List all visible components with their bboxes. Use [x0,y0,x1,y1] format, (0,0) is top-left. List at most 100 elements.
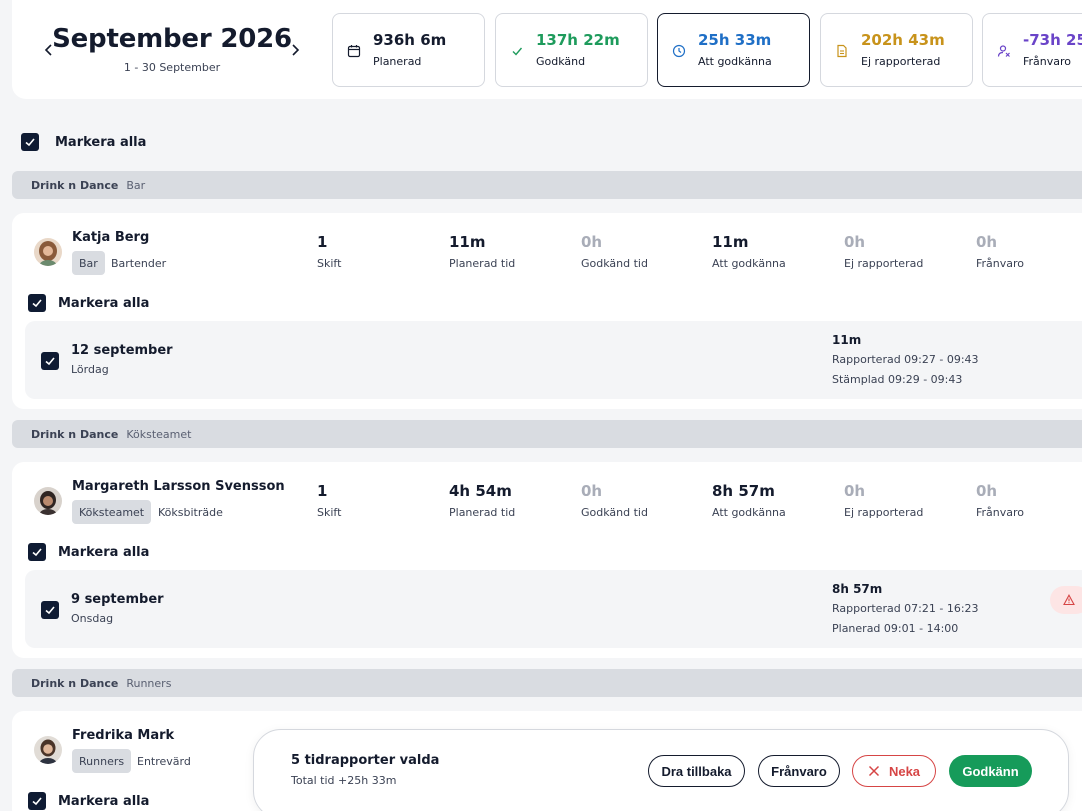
employee-role: Entrevärd [137,755,191,768]
employee-select-all-checkbox[interactable] [28,792,46,810]
stat-label: Att godkänna [698,55,772,68]
stat-label: Ej rapporterad [861,55,941,68]
absence-button[interactable]: Frånvaro [758,755,840,787]
metric-franvaro: 0h Frånvaro [976,233,1025,270]
month-title: September 2026 [52,24,292,54]
employee-name: Katja Berg [72,230,150,245]
stat-label: Planerad [373,55,422,68]
metric-planerad-tid: 11m Planerad tid [449,233,516,270]
employee-select-all[interactable]: Markera alla [28,293,149,313]
employee-role: Köksbiträde [158,506,223,519]
day-weekday: Onsdag [71,612,114,625]
stat-card-att-godkanna[interactable]: 25h 33m Att godkänna [657,13,810,87]
user-absent-icon [997,43,1011,57]
stat-card-planerad[interactable]: 936h 6m Planerad [332,13,485,87]
team-badge: Köksteamet [72,500,152,524]
check-icon [32,299,42,308]
timesheet-day-row[interactable]: 9 september Onsdag 8h 57m Rapporterad 07… [25,570,1082,648]
team-badge: Runners [72,749,132,773]
group-org: Drink n Dance [31,427,119,441]
stat-label: Godkänd [536,55,586,68]
employee-role: Bartender [111,257,167,270]
employee-card-margareth-larsson-svensson: Margareth Larsson Svensson Köksteamet Kö… [12,462,1082,658]
stat-value: 137h 22m [536,31,620,49]
employee-select-all-checkbox[interactable] [28,294,46,312]
stat-value: -73h 25 [1023,31,1082,49]
check-icon [32,548,42,557]
day-date: 9 september [71,592,164,607]
warning-button[interactable] [1050,586,1082,614]
day-weekday: Lördag [71,363,109,376]
timesheet-day-row[interactable]: 12 september Lördag 11m Rapporterad 09:2… [25,321,1082,399]
chevron-right-icon[interactable] [288,42,302,56]
select-all-checkbox[interactable] [21,133,39,151]
day-reported: Rapporterad 07:21 - 16:23 [832,602,979,615]
day-reported: Rapporterad 09:27 - 09:43 [832,353,979,366]
stat-card-ej-rapporterad[interactable]: 202h 43m Ej rapporterad [820,13,973,87]
close-icon [868,765,879,777]
withdraw-button[interactable]: Dra tillbaka [648,755,745,787]
month-range: 1 - 30 September [123,61,221,74]
employee-name: Margareth Larsson Svensson [72,479,285,494]
group-header-bar: Drink n Dance Bar [12,171,1082,199]
employee-card-katja-berg: Katja Berg Bar Bartender 1 Skift 11m Plane… [12,213,1082,409]
selection-count: 5 tidrapporter valda [291,753,440,768]
day-planned: Planerad 09:01 - 14:00 [832,622,959,635]
metric-skift: 1 Skift [317,482,342,519]
calendar-icon [347,43,361,58]
clock-icon [672,43,686,58]
month-navigator: September 2026 1 - 30 September [42,22,302,82]
warning-icon [1063,594,1075,606]
group-team: Runners [126,676,172,690]
team-badge: Bar [72,251,105,275]
avatar [34,736,62,764]
check-icon [45,357,55,366]
group-header-koksteamet: Drink n Dance Köksteamet [12,420,1082,448]
bulk-action-bar: 5 tidrapporter valda Total tid +25h 33m … [253,729,1069,811]
select-all[interactable]: Markera alla [21,132,146,152]
period-header: September 2026 1 - 30 September 936h 6m … [12,0,1082,99]
day-total: 11m [832,333,862,347]
check-icon [510,43,524,57]
metric-ej-rapporterad: 0h Ej rapporterad [844,233,924,270]
group-team: Bar [126,178,146,192]
metric-ej-rapporterad: 0h Ej rapporterad [844,482,924,519]
metric-att-godkanna: 8h 57m Att godkänna [712,482,786,519]
avatar [34,487,62,515]
select-all-label: Markera alla [58,544,150,560]
employee-name: Fredrika Mark [72,728,175,743]
stat-label: Frånvaro [1023,55,1072,68]
employee-select-all-checkbox[interactable] [28,543,46,561]
metric-godkand-tid: 0h Godkänd tid [581,482,648,519]
check-icon [32,797,42,806]
chevron-left-icon[interactable] [42,42,56,56]
approve-button[interactable]: Godkänn [949,755,1032,787]
check-icon [45,606,55,615]
metric-skift: 1 Skift [317,233,342,270]
avatar [34,238,62,266]
select-all-label: Markera alla [58,793,150,809]
employee-select-all[interactable]: Markera alla [28,542,149,562]
document-icon [835,43,849,58]
deny-button[interactable]: Neka [852,755,936,787]
stat-card-franvaro[interactable]: -73h 25 Frånvaro [982,13,1082,87]
group-team: Köksteamet [126,427,192,441]
select-all-label: Markera alla [58,295,150,311]
deny-label: Neka [888,763,921,779]
day-checkbox[interactable] [41,601,59,619]
day-date: 12 september [71,343,173,358]
stat-value: 202h 43m [861,31,945,49]
stat-card-godkand[interactable]: 137h 22m Godkänd [495,13,648,87]
day-total: 8h 57m [832,582,883,596]
employee-select-all[interactable]: Markera alla [28,791,149,811]
metric-att-godkanna: 11m Att godkänna [712,233,786,270]
metric-godkand-tid: 0h Godkänd tid [581,233,648,270]
day-stamped: Stämplad 09:29 - 09:43 [832,373,963,386]
day-checkbox[interactable] [41,352,59,370]
group-org: Drink n Dance [31,676,119,690]
selection-total-time: Total tid +25h 33m [291,774,397,787]
stat-value: 25h 33m [698,31,772,49]
group-header-runners: Drink n Dance Runners [12,669,1082,697]
group-org: Drink n Dance [31,178,119,192]
stat-value: 936h 6m [373,31,447,49]
